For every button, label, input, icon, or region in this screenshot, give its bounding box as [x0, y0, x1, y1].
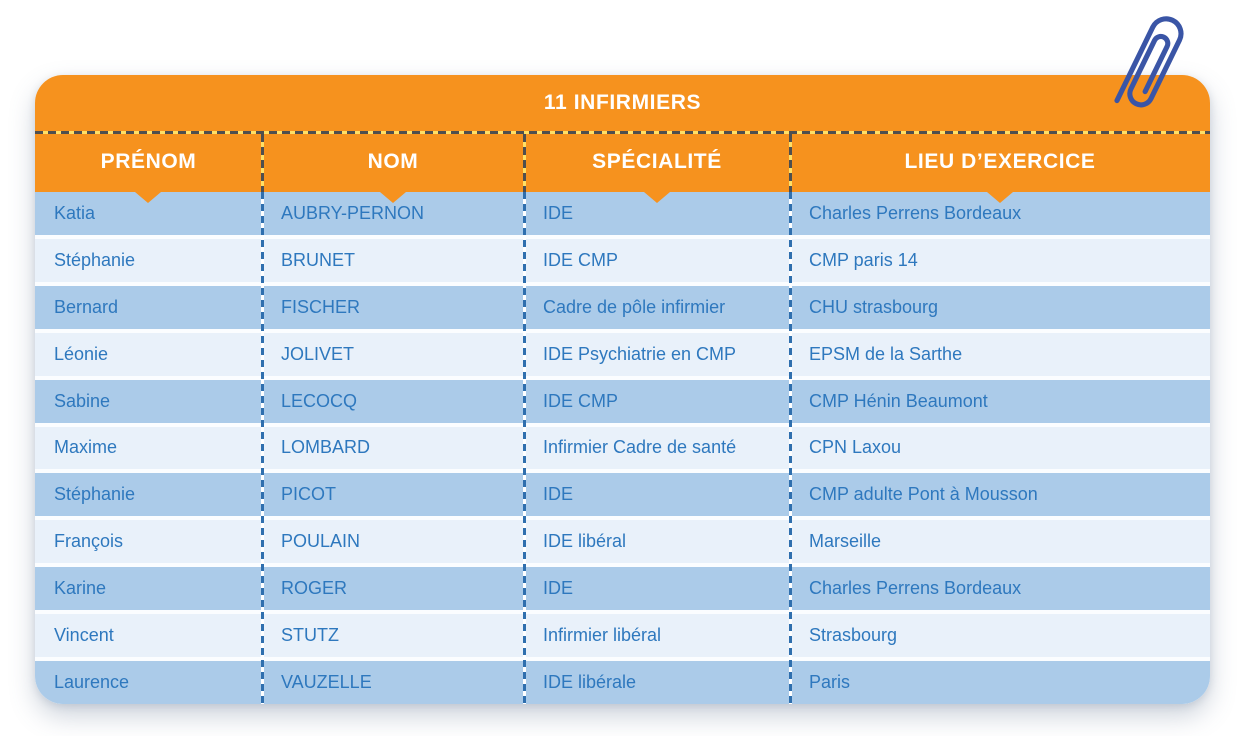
- table-row: Maxime LOMBARD Infirmier Cadre de santé CPN…: [35, 426, 1210, 470]
- cell-specialite: IDE: [543, 484, 574, 505]
- table-row: Laurence VAUZELLE IDE libérale Paris: [35, 661, 1210, 704]
- header-pointer-triangle: [380, 192, 406, 203]
- cell-specialite: Cadre de pôle infirmier: [543, 296, 726, 317]
- cell-lieu: CMP Hénin Beaumont: [809, 390, 988, 411]
- table-row: Karine ROGER IDE Charles Perrens Bordeaux: [35, 567, 1210, 611]
- body-column-separator: [789, 192, 792, 704]
- cell-nom: POULAIN: [281, 531, 361, 552]
- cell-nom: LECOCQ: [281, 390, 358, 411]
- column-header-nom: NOM: [367, 149, 419, 173]
- cell-prenom: Stéphanie: [54, 249, 136, 270]
- column-header-prenom: PRÉNOM: [100, 149, 197, 173]
- table-title-bar: 11 INFIRMIERS: [35, 75, 1210, 131]
- cell-lieu: Marseille: [809, 531, 882, 552]
- cell-prenom: Stéphanie: [54, 484, 136, 505]
- cell-specialite: IDE libéral: [543, 531, 627, 552]
- table-body: Katia AUBRY-PERNON IDE Charles Perrens Bord…: [35, 192, 1210, 704]
- table-row: Vincent STUTZ Infirmier libéral Strasbourg: [35, 614, 1210, 658]
- table-row: Stéphanie PICOT IDE CMP adulte Pont à Mouss…: [35, 473, 1210, 517]
- page-title: 11 INFIRMIERS: [543, 91, 702, 114]
- cell-specialite: IDE CMP: [543, 249, 619, 270]
- cell-nom: PICOT: [281, 484, 337, 505]
- cell-specialite: Infirmier Cadre de santé: [543, 437, 737, 458]
- header-pointer-triangle: [135, 192, 161, 203]
- body-column-separator: [261, 192, 264, 704]
- cell-lieu: Strasbourg: [809, 625, 898, 646]
- cell-specialite: IDE: [543, 202, 574, 223]
- nurses-table-card: 11 INFIRMIERS PRÉNOM NOM SPÉCIALITÉ LIEU…: [35, 75, 1210, 704]
- cell-lieu: EPSM de la Sarthe: [809, 343, 963, 364]
- cell-prenom: Maxime: [54, 437, 118, 458]
- table-row: Katia AUBRY-PERNON IDE Charles Perrens Bord…: [35, 192, 1210, 235]
- cell-prenom: Vincent: [54, 625, 114, 646]
- table-header-row: PRÉNOM NOM SPÉCIALITÉ LIEU D’EXERCICE: [35, 131, 1210, 192]
- header-column-separator: [523, 134, 526, 192]
- table-row: Stéphanie BRUNET IDE CMP CMP paris 14: [35, 238, 1210, 282]
- paperclip-icon: [1114, 16, 1184, 108]
- cell-lieu: CMP paris 14: [809, 249, 918, 270]
- cell-nom: ROGER: [281, 578, 348, 599]
- cell-lieu: CPN Laxou: [809, 437, 902, 458]
- cell-prenom: Léonie: [54, 343, 109, 364]
- cell-lieu: Charles Perrens Bordeaux: [809, 578, 1022, 599]
- cell-nom: AUBRY-PERNON: [281, 202, 425, 223]
- cell-nom: FISCHER: [281, 296, 361, 317]
- table-row: François POULAIN IDE libéral Marseille: [35, 520, 1210, 564]
- header-pointer-triangle: [987, 192, 1013, 203]
- table-row: Léonie JOLIVET IDE Psychiatrie en CMP EPSM …: [35, 332, 1210, 376]
- cell-prenom: Katia: [54, 202, 96, 223]
- cell-prenom: Bernard: [54, 296, 119, 317]
- cell-specialite: IDE Psychiatrie en CMP: [543, 343, 737, 364]
- header-column-separator: [261, 134, 264, 192]
- cell-specialite: IDE libérale: [543, 672, 637, 693]
- cell-specialite: IDE CMP: [543, 390, 619, 411]
- cell-lieu: CMP adulte Pont à Mousson: [809, 484, 1038, 505]
- cell-specialite: IDE: [543, 578, 574, 599]
- cell-prenom: Sabine: [54, 390, 111, 411]
- table-row: Sabine LECOCQ IDE CMP CMP Hénin Beaumont: [35, 379, 1210, 423]
- cell-prenom: François: [54, 531, 124, 552]
- column-header-lieu: LIEU D’EXERCICE: [904, 149, 1096, 173]
- cell-prenom: Laurence: [54, 672, 130, 693]
- cell-lieu: Charles Perrens Bordeaux: [809, 202, 1022, 223]
- cell-prenom: Karine: [54, 578, 107, 599]
- body-column-separator: [523, 192, 526, 704]
- cell-specialite: Infirmier libéral: [543, 625, 662, 646]
- cell-nom: VAUZELLE: [281, 672, 372, 693]
- cell-lieu: Paris: [809, 672, 851, 693]
- header-pointer-triangle: [644, 192, 670, 203]
- cell-nom: BRUNET: [281, 249, 356, 270]
- header-column-separator: [789, 134, 792, 192]
- cell-nom: LOMBARD: [281, 437, 371, 458]
- header-dashed-divider: [35, 131, 1210, 134]
- cell-nom: JOLIVET: [281, 343, 355, 364]
- cell-nom: STUTZ: [281, 625, 339, 646]
- table-row: Bernard FISCHER Cadre de pôle infirmier CHU…: [35, 285, 1210, 329]
- column-header-specialite: SPÉCIALITÉ: [592, 149, 722, 173]
- cell-lieu: CHU strasbourg: [809, 296, 939, 317]
